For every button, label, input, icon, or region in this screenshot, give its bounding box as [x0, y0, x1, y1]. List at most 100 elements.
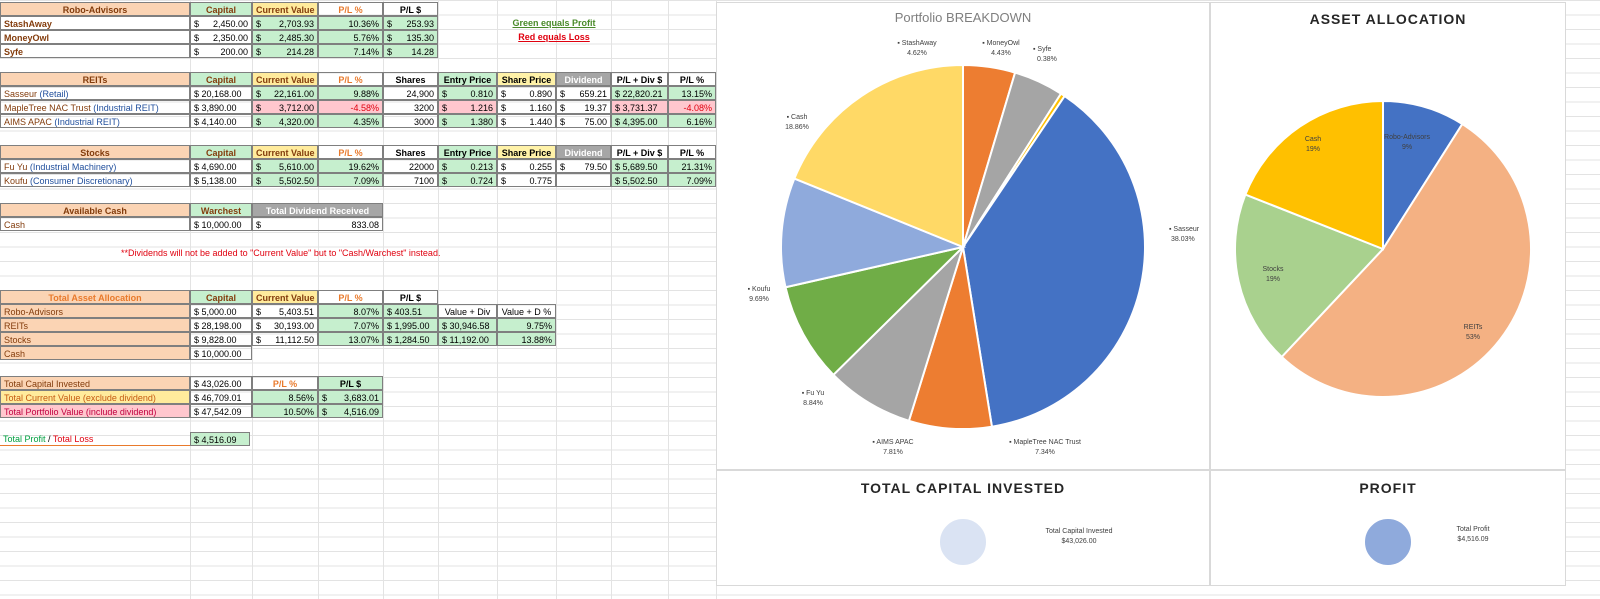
total-portfolio-pl[interactable]: 10.50%: [252, 404, 318, 418]
allocation-row-name[interactable]: REITs: [0, 318, 190, 332]
total-capital-pie[interactable]: Total Capital Invested $43,026.00: [717, 471, 1211, 587]
robo-row-capital[interactable]: $200.00: [190, 44, 252, 58]
stocks-pl-header[interactable]: P/L %: [318, 145, 383, 159]
total-portfolio-label[interactable]: Total Portfolio Value (include dividend): [0, 404, 190, 418]
stocks-row-current[interactable]: $5,502.50: [252, 173, 318, 187]
cash-row-warchest[interactable]: $ 10,000.00: [190, 217, 252, 231]
reits-row-dividend[interactable]: $75.00: [556, 114, 611, 128]
reits-pld-header[interactable]: P/L + Div $: [611, 72, 668, 86]
pie-slice-koufu[interactable]: [780, 177, 967, 289]
stocks-entry-header[interactable]: Entry Price: [438, 145, 497, 159]
reits-row-capital[interactable]: $ 20,168.00: [190, 86, 252, 100]
reits-capital-header[interactable]: Capital: [190, 72, 252, 86]
stocks-row-capital[interactable]: $ 4,690.00: [190, 159, 252, 173]
dividend-note[interactable]: **Dividends will not be added to "Curren…: [121, 248, 441, 258]
total-portfolio-value[interactable]: $ 47,542.09: [190, 404, 252, 418]
total-capital-chart[interactable]: TOTAL CAPITAL INVESTED Total Capital Inv…: [716, 470, 1210, 586]
profit-pie[interactable]: Total Profit $4,516.09: [1211, 471, 1567, 587]
allocation-row-value-d-pct[interactable]: 9.75%: [497, 318, 556, 332]
reits-row-plp[interactable]: 6.16%: [668, 114, 716, 128]
allocation-value-div-header[interactable]: Value + Div: [438, 304, 497, 318]
stocks-row-dividend[interactable]: $79.50: [556, 159, 611, 173]
stocks-shares-header[interactable]: Shares: [383, 145, 438, 159]
allocation-row-current[interactable]: $5,403.51: [252, 304, 318, 318]
allocation-row-name[interactable]: Stocks: [0, 332, 190, 346]
reits-row-name[interactable]: Sasseur (Retail): [0, 86, 190, 100]
stocks-row-entry[interactable]: $0.724: [438, 173, 497, 187]
stocks-row-capital[interactable]: $ 5,138.00: [190, 173, 252, 187]
total-portfolio-pld[interactable]: $4,516.09: [318, 404, 383, 418]
stocks-row-name[interactable]: Koufu (Consumer Discretionary): [0, 173, 190, 187]
stocks-row-current[interactable]: $5,610.00: [252, 159, 318, 173]
allocation-row-pl[interactable]: 13.07%: [318, 332, 383, 346]
robo-row-name[interactable]: StashAway: [0, 16, 190, 30]
reits-row-plp[interactable]: -4.08%: [668, 100, 716, 114]
allocation-row-pld[interactable]: $ 403.51: [383, 304, 438, 318]
profit-legend-note[interactable]: Green equals Profit: [512, 18, 596, 28]
reits-row-current[interactable]: $3,712.00: [252, 100, 318, 114]
allocation-row-value-div[interactable]: $ 11,192.00: [438, 332, 497, 346]
allocation-row-pld[interactable]: $ 1,284.50: [383, 332, 438, 346]
stocks-dividend-header[interactable]: Dividend: [556, 145, 611, 159]
totals-pld-header[interactable]: P/L $: [318, 376, 383, 390]
pie-slice-fu-yu[interactable]: [784, 245, 967, 377]
stocks-header[interactable]: Stocks: [0, 145, 190, 159]
stocks-row-pld[interactable]: $ 5,502.50: [611, 173, 668, 187]
allocation-row-current[interactable]: $30,193.00: [252, 318, 318, 332]
allocation-row-pl[interactable]: 8.07%: [318, 304, 383, 318]
robo-row-current[interactable]: $214.28: [252, 44, 318, 58]
robo-row-current[interactable]: $2,703.93: [252, 16, 318, 30]
pie-slice-cash[interactable]: [1244, 99, 1384, 251]
reits-row-pld[interactable]: $ 22,820.21: [611, 86, 668, 100]
stocks-capital-header[interactable]: Capital: [190, 145, 252, 159]
totals-pl-header[interactable]: P/L %: [252, 376, 318, 390]
reits-row-price[interactable]: $0.890: [497, 86, 556, 100]
stocks-row-entry[interactable]: $0.213: [438, 159, 497, 173]
reits-current-header[interactable]: Current Value: [252, 72, 318, 86]
robo-row-pld[interactable]: $14.28: [383, 44, 438, 58]
pie-slice-robo-advisors[interactable]: [1382, 99, 1464, 253]
reits-row-name[interactable]: AIMS APAC (Industrial REIT): [0, 114, 190, 128]
reits-row-pld[interactable]: $ 3,731.37: [611, 100, 668, 114]
cash-header[interactable]: Available Cash: [0, 203, 190, 217]
stocks-row-plp[interactable]: 21.31%: [668, 159, 716, 173]
stocks-row-pl[interactable]: 7.09%: [318, 173, 383, 187]
portfolio-breakdown-chart[interactable]: Portfolio BREAKDOWN ▪ StashAway 4.62% ▪ Mo…: [716, 2, 1210, 470]
total-current-pld[interactable]: $3,683.01: [318, 390, 383, 404]
allocation-row-value-div[interactable]: $ 30,946.58: [438, 318, 497, 332]
reits-row-shares[interactable]: 3000: [383, 114, 438, 128]
allocation-row-capital[interactable]: $ 5,000.00: [190, 304, 252, 318]
robo-row-capital[interactable]: $2,450.00: [190, 16, 252, 30]
robo-pld-header[interactable]: P/L $: [383, 2, 438, 16]
reits-header[interactable]: REITs: [0, 72, 190, 86]
total-capital-label[interactable]: Total Capital Invested: [0, 376, 190, 390]
allocation-row-capital[interactable]: $ 10,000.00: [190, 346, 252, 360]
allocation-row-current[interactable]: $11,112.50: [252, 332, 318, 346]
reits-entry-header[interactable]: Entry Price: [438, 72, 497, 86]
stocks-row-pld[interactable]: $ 5,689.50: [611, 159, 668, 173]
allocation-pl-header[interactable]: P/L %: [318, 290, 383, 304]
robo-row-capital[interactable]: $2,350.00: [190, 30, 252, 44]
portfolio-breakdown-pie[interactable]: ▪ StashAway 4.62% ▪ MoneyOwl 4.43% ▪ Syfe 0.3…: [717, 3, 1211, 471]
reits-row-name[interactable]: MapleTree NAC Trust (Industrial REIT): [0, 100, 190, 114]
reits-row-price[interactable]: $1.160: [497, 100, 556, 114]
robo-row-pl[interactable]: 7.14%: [318, 44, 383, 58]
reits-row-pld[interactable]: $ 4,395.00: [611, 114, 668, 128]
stocks-current-header[interactable]: Current Value: [252, 145, 318, 159]
total-profit-value[interactable]: $ 4,516.09: [190, 432, 250, 446]
profit-chart[interactable]: PROFIT Total Profit $4,516.09: [1210, 470, 1566, 586]
reits-row-plp[interactable]: 13.15%: [668, 86, 716, 100]
robo-row-current[interactable]: $2,485.30: [252, 30, 318, 44]
stocks-row-plp[interactable]: 7.09%: [668, 173, 716, 187]
loss-legend-note[interactable]: Red equals Loss: [518, 32, 590, 42]
stocks-row-dividend[interactable]: [556, 173, 611, 187]
reits-row-dividend[interactable]: $659.21: [556, 86, 611, 100]
total-capital-value[interactable]: $ 43,026.00: [190, 376, 252, 390]
robo-row-pl[interactable]: 10.36%: [318, 16, 383, 30]
allocation-row-pld[interactable]: $ 1,995.00: [383, 318, 438, 332]
allocation-row-name[interactable]: Cash: [0, 346, 190, 360]
reits-row-current[interactable]: $4,320.00: [252, 114, 318, 128]
reits-row-dividend[interactable]: $19.37: [556, 100, 611, 114]
pie-slice-total-capital-invested[interactable]: [938, 517, 988, 567]
asset-allocation-pie[interactable]: Robo-Advisors 9% REITs 53% Stocks 19% Cash 19%: [1211, 3, 1567, 471]
